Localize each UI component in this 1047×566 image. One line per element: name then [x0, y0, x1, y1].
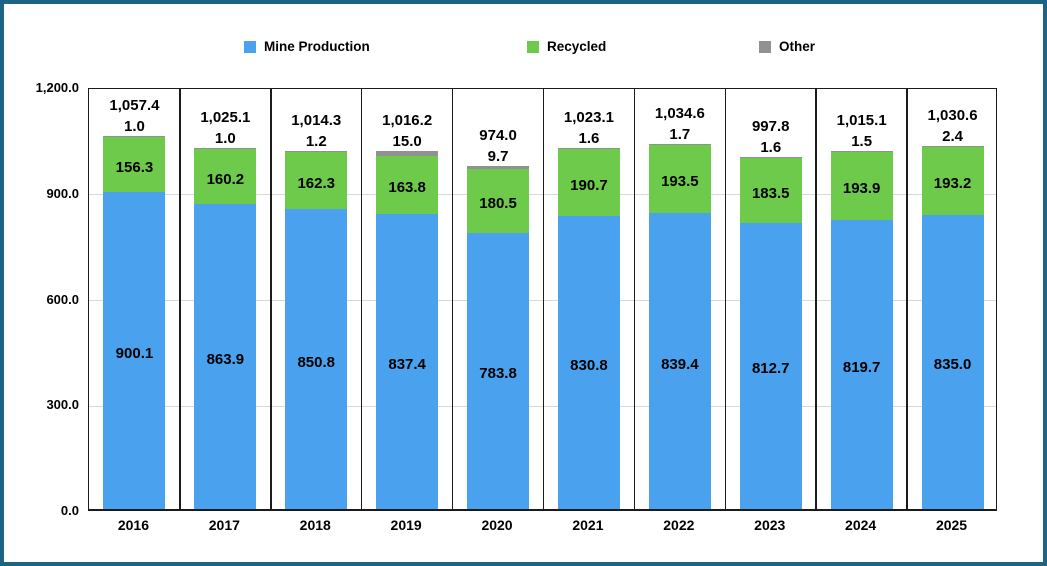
bar-header-labels-2017: 1,025.1 1.0: [180, 107, 271, 149]
y-axis-tick-label-600: 600.0: [46, 291, 79, 307]
y-axis-tick-label-900: 900.0: [46, 185, 79, 201]
bar-total-label: 1,030.6: [927, 106, 978, 124]
category-separator: [724, 89, 727, 509]
bar-2021-mine-production[interactable]: [557, 216, 620, 509]
x-axis-label-2025: 2025: [935, 517, 968, 533]
bar-other-label: 1.0: [214, 129, 236, 147]
bar-2024-mine-production[interactable]: [830, 220, 893, 509]
bar-other-label: 1.6: [760, 139, 782, 157]
bar-2019-mine-production[interactable]: [376, 213, 439, 509]
bar-2025-other[interactable]: [921, 145, 984, 147]
x-axis-label-2017: 2017: [208, 517, 240, 533]
bar-other-label: 2.4: [942, 127, 963, 145]
bar-2019-other[interactable]: [376, 150, 439, 157]
bar-2023-mine-production[interactable]: [739, 222, 802, 509]
category-separator: [542, 89, 545, 509]
gridline-600: [89, 300, 996, 301]
bar-header-labels-2023: 997.8 1.6: [725, 116, 816, 158]
bar-2019-recycled[interactable]: [376, 156, 439, 214]
bar-2023-recycled[interactable]: [739, 157, 802, 223]
bar-other-label: 9.7: [487, 147, 509, 165]
bar-2020-recycled[interactable]: [467, 169, 530, 233]
category-separator: [451, 89, 454, 509]
bar-2017-mine-production[interactable]: [194, 204, 257, 509]
bar-2018-recycled[interactable]: [285, 151, 348, 210]
bar-total-label: 974.0: [479, 126, 517, 144]
bar-header-labels-2022: 1,034.6 1.7: [634, 103, 725, 145]
category-separator: [906, 89, 908, 509]
x-axis-label-2018: 2018: [299, 517, 331, 533]
bar-header-labels-2019: 1,016.2 15.0: [362, 110, 453, 152]
x-axis-label-2023: 2023: [754, 517, 786, 533]
x-axis-label-2022: 2022: [663, 517, 695, 533]
legend-swatch-icon: [527, 41, 539, 53]
bar-other-label: 15.0: [392, 132, 422, 150]
bar-2024-other[interactable]: [830, 151, 893, 152]
bar-total-label: 1,023.1: [563, 109, 614, 127]
bar-2020-mine-production[interactable]: [467, 232, 530, 509]
y-axis-tick-label-300: 300.0: [46, 397, 79, 413]
bar-header-labels-2025: 1,030.6 2.4: [907, 105, 998, 147]
legend-label: Other: [779, 39, 816, 54]
bar-2025-mine-production[interactable]: [921, 214, 984, 509]
category-separator: [179, 89, 181, 509]
gridline-300: [89, 405, 996, 407]
bar-total-label: 1,016.2: [382, 111, 433, 129]
x-axis-label-2021: 2021: [572, 517, 604, 533]
gridline-900: [89, 194, 996, 196]
bar-other-label: 1.5: [851, 133, 873, 151]
legend-item-other[interactable]: Other: [759, 39, 815, 55]
bar-2024-recycled[interactable]: [830, 151, 893, 221]
bar-total-label: 1,057.4: [109, 97, 160, 115]
x-axis-label-2016: 2016: [117, 517, 150, 533]
legend-swatch-icon: [759, 41, 771, 53]
bar-header-labels-2020: 974.0 9.7: [453, 125, 544, 167]
y-axis-tick-label-1200: 1,200.0: [35, 80, 79, 95]
bar-2020-other[interactable]: [467, 165, 530, 170]
bar-header-labels-2021: 1,023.1 1.6: [544, 107, 635, 149]
legend-item-recycled[interactable]: Recycled: [527, 39, 606, 55]
bar-header-labels-2018: 1,014.3 1.2: [271, 110, 362, 152]
bar-2016-recycled[interactable]: [103, 136, 166, 192]
bar-2018-mine-production[interactable]: [285, 209, 348, 509]
bar-2022-other[interactable]: [648, 144, 711, 145]
bar-total-label: 1,025.1: [200, 108, 251, 126]
bar-2021-recycled[interactable]: [557, 148, 620, 217]
x-axis-label-2024: 2024: [845, 517, 877, 533]
legend-swatch-icon: [244, 41, 256, 53]
bar-2022-mine-production[interactable]: [648, 213, 711, 509]
category-separator: [815, 89, 817, 509]
plot-area: 900.1 156.3 1,057.4 1.0 863.9 160.2 1,025.1 1.0…: [88, 88, 997, 511]
bar-other-label: 1.0: [124, 118, 145, 136]
legend-label: Mine Production: [264, 39, 370, 54]
bar-header-labels-2024: 1,015.1 1.5: [816, 110, 907, 152]
bar-total-label: 1,034.6: [654, 105, 705, 123]
bar-2016-mine-production[interactable]: [103, 191, 166, 509]
category-separator: [360, 89, 363, 509]
bar-other-label: 1.2: [305, 133, 327, 151]
bar-other-label: 1.6: [578, 130, 600, 148]
x-axis-label-2020: 2020: [481, 517, 513, 533]
bar-total-label: 1,014.3: [291, 112, 342, 130]
legend-label: Recycled: [547, 39, 607, 54]
bar-2025-recycled[interactable]: [921, 146, 984, 215]
bar-2023-other[interactable]: [739, 157, 802, 158]
bar-2021-other[interactable]: [557, 148, 620, 149]
legend-item-mine-production[interactable]: Mine Production: [244, 39, 370, 55]
bar-total-label: 1,015.1: [836, 112, 887, 130]
category-separator: [270, 89, 272, 509]
category-separator: [633, 89, 636, 509]
bar-total-label: 997.8: [751, 118, 790, 136]
bar-2022-recycled[interactable]: [648, 144, 711, 214]
bar-header-labels-2016: 1,057.4 1.0: [89, 95, 180, 137]
bar-2017-recycled[interactable]: [194, 148, 257, 205]
bar-other-label: 1.7: [669, 126, 691, 144]
x-axis-label-2019: 2019: [390, 517, 422, 533]
y-axis-tick-label-0: 0.0: [60, 503, 79, 518]
